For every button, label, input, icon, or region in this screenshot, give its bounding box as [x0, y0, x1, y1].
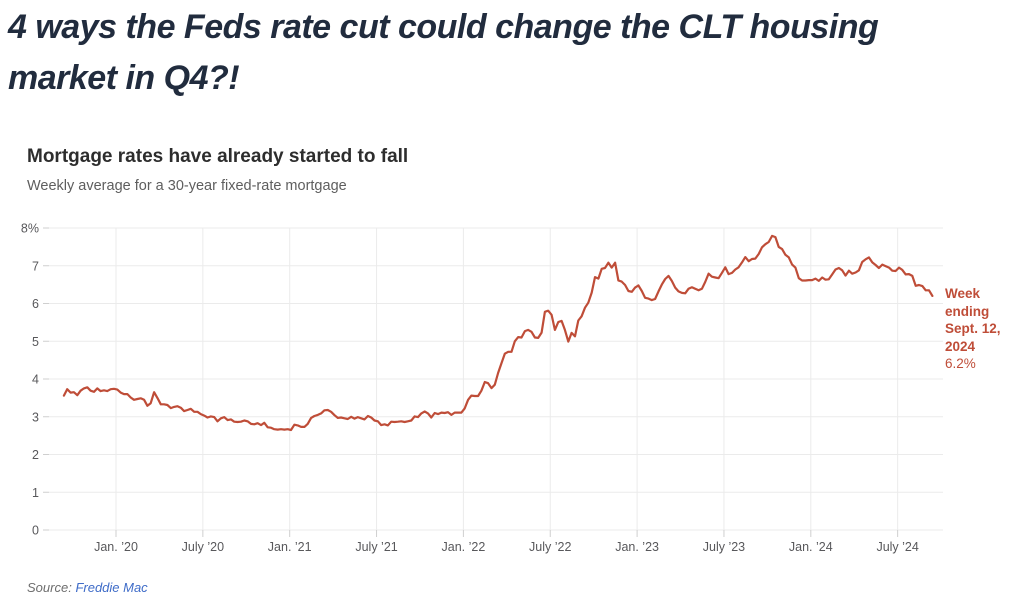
x-axis-label: Jan. ’23 — [615, 540, 659, 554]
headline: 4 ways the Feds rate cut could change th… — [8, 2, 879, 104]
y-axis-label: 2 — [32, 448, 39, 462]
mortgage-rate-line-chart: 8% 7 6 5 4 3 2 1 0 Jan. ’20 July ’20 Jan. ’21 July ’… — [21, 222, 943, 554]
source-label: Source: — [27, 580, 72, 595]
x-axis-label: July ’21 — [355, 540, 397, 554]
y-axis-label: 8% — [21, 222, 39, 236]
mortgage-rate-series-line — [62, 234, 934, 432]
x-axis-label: July ’23 — [703, 540, 745, 554]
x-axis-label: Jan. ’20 — [94, 540, 138, 554]
x-axis-label: July ’20 — [182, 540, 224, 554]
x-axis-label: July ’22 — [529, 540, 571, 554]
y-axis-label: 1 — [32, 486, 39, 500]
x-axis-label: Jan. ’22 — [442, 540, 486, 554]
x-axis-label: July ’24 — [876, 540, 918, 554]
annotation-value: 6.2% — [945, 356, 976, 371]
y-axis-label: 4 — [32, 373, 39, 387]
chart-title: Mortgage rates have already started to f… — [27, 146, 409, 167]
x-axis-label: Jan. ’24 — [789, 540, 833, 554]
y-axis-label: 0 — [32, 524, 39, 538]
x-axis-label: Jan. ’21 — [268, 540, 312, 554]
y-axis-label: 3 — [32, 410, 39, 424]
y-axis-label: 7 — [32, 259, 39, 273]
chart-subtitle: Weekly average for a 30-year fixed-rate … — [27, 178, 347, 194]
annotation-line: Sept. 12, — [945, 321, 1001, 336]
source-line: Source: Freddie Mac — [27, 580, 148, 595]
headline-line-2: market in Q4?! — [8, 59, 240, 97]
source-link[interactable]: Freddie Mac — [75, 580, 148, 595]
annotation: Week ending Sept. 12, 2024 6.2% — [945, 285, 1023, 373]
annotation-line: ending — [945, 303, 990, 319]
y-axis-label: 5 — [32, 335, 39, 349]
annotation-line: 2024 — [945, 338, 976, 354]
annotation-line: Week — [945, 286, 981, 301]
y-axis-label: 6 — [32, 297, 39, 311]
headline-line-1: 4 ways the Feds rate cut could change th… — [8, 8, 879, 46]
